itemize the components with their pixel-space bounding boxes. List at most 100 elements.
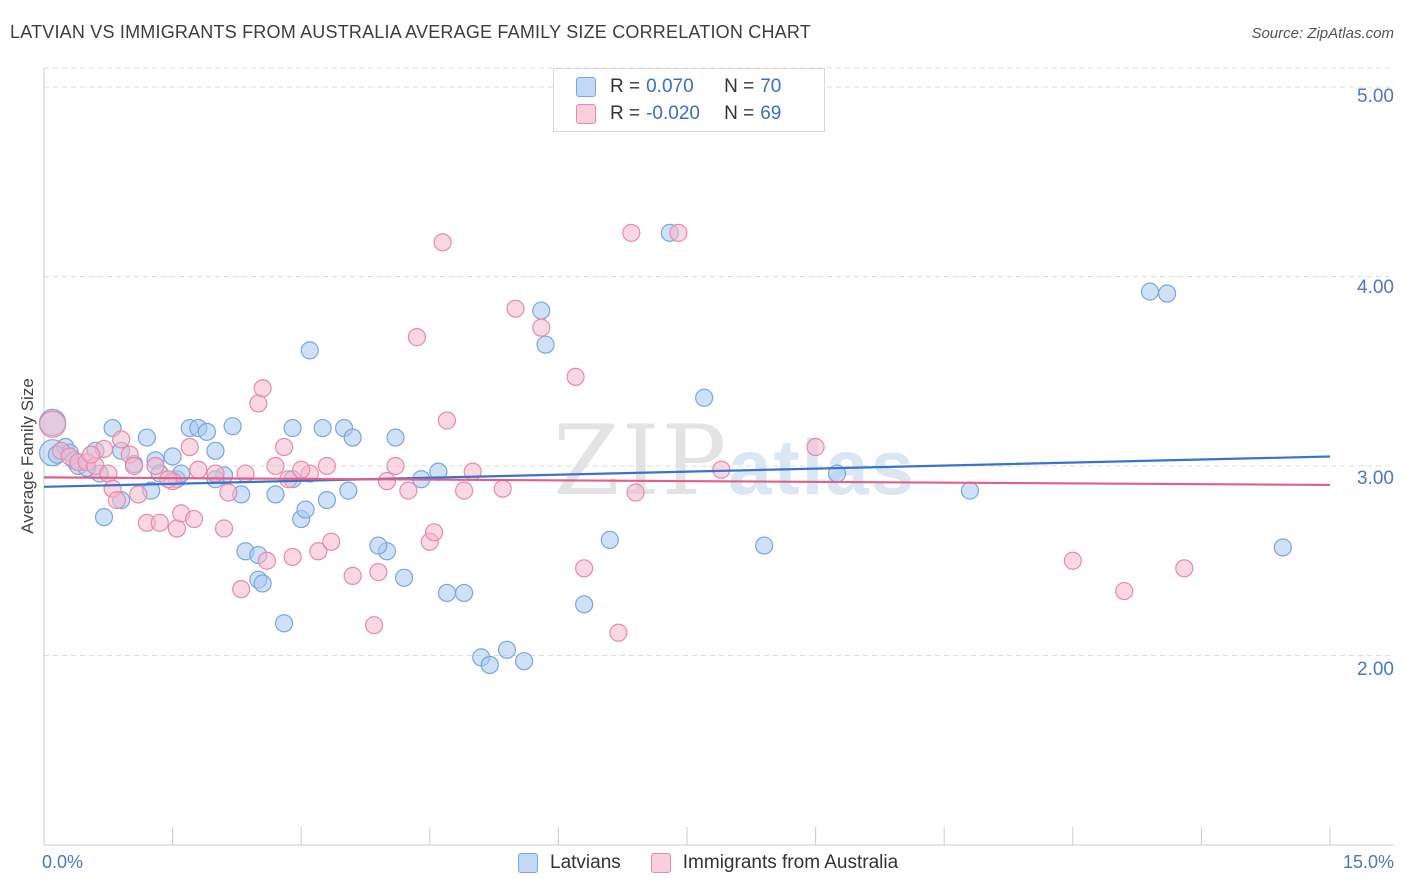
point-australia — [626, 483, 645, 502]
point-latvians — [223, 417, 242, 436]
point-australia — [99, 464, 118, 483]
point-australia — [112, 430, 131, 449]
point-latvians — [296, 500, 315, 519]
point-latvians — [94, 508, 114, 527]
x-tick-label-max: 15.0% — [1342, 852, 1394, 872]
point-latvians — [536, 335, 555, 354]
point-latvians — [1158, 284, 1177, 303]
bottom-legend-swatch-latvians — [518, 853, 538, 873]
point-australia — [249, 394, 268, 413]
bottom-legend-label-latvians: Latvians — [550, 852, 621, 873]
trendline-australia — [43, 476, 1331, 487]
point-australia — [609, 623, 628, 642]
point-australia — [274, 437, 294, 457]
point-latvians — [480, 655, 499, 675]
point-latvians — [283, 418, 302, 438]
legend-r-label: R = — [610, 76, 641, 97]
legend-r-label: R = — [610, 103, 641, 124]
point-latvians — [960, 481, 980, 500]
point-australia — [257, 551, 277, 570]
trendline-latvians — [43, 455, 1331, 488]
bottom-legend-australia: Immigrants from Australia — [650, 852, 898, 874]
point-australia — [232, 580, 251, 599]
point-australia — [343, 566, 362, 585]
point-australia — [317, 456, 337, 476]
point-australia — [1115, 581, 1134, 601]
point-latvians — [339, 481, 358, 500]
point-australia — [369, 563, 388, 582]
point-australia — [566, 367, 585, 387]
point-australia — [437, 411, 457, 430]
point-latvians — [197, 422, 216, 441]
point-latvians — [386, 428, 405, 447]
point-latvians — [163, 447, 182, 466]
point-australia — [454, 481, 474, 500]
point-latvians — [266, 485, 285, 504]
point-australia — [364, 616, 384, 635]
legend-n-label: N = — [724, 103, 755, 124]
legend-swatch-australia — [576, 104, 596, 124]
y-tick-label-5: 5.00 — [1357, 86, 1394, 107]
point-latvians — [343, 428, 362, 447]
point-latvians — [317, 490, 337, 510]
point-australia — [424, 523, 444, 542]
source-label: Source: ZipAtlas.com — [1251, 25, 1394, 42]
point-latvians — [206, 441, 225, 460]
point-latvians — [274, 614, 294, 633]
point-australia — [219, 483, 238, 502]
point-australia — [189, 460, 208, 479]
point-australia — [206, 464, 225, 483]
point-australia — [506, 299, 525, 318]
point-latvians — [137, 428, 156, 447]
point-latvians — [575, 595, 594, 614]
legend-r-value: -0.020 — [646, 103, 700, 124]
point-australia — [377, 472, 397, 491]
point-latvians — [369, 536, 388, 555]
point-latvians — [1273, 538, 1292, 557]
point-australia — [292, 460, 311, 479]
chart-title: LATVIAN VS IMMIGRANTS FROM AUSTRALIA AVE… — [10, 22, 811, 42]
point-latvians — [1140, 282, 1160, 301]
point-australia — [399, 481, 418, 500]
x-tick-label-min: 0.0% — [42, 852, 84, 872]
point-australia — [386, 456, 405, 476]
point-latvians — [695, 388, 714, 407]
y-tick-label-3: 3.00 — [1357, 468, 1394, 489]
y-axis-label: Average Family Size — [18, 378, 37, 534]
point-australia — [532, 318, 551, 337]
point-latvians — [497, 640, 517, 659]
point-australia — [150, 513, 169, 532]
point-australia — [283, 547, 302, 567]
point-latvians — [600, 530, 619, 549]
point-latvians — [532, 301, 551, 320]
point-australia — [1063, 551, 1082, 570]
point-australia — [124, 456, 144, 476]
point-australia — [575, 559, 594, 578]
point-australia — [622, 223, 641, 242]
point-australia — [493, 479, 512, 498]
point-australia — [407, 328, 427, 347]
point-australia — [806, 437, 825, 457]
bottom-legend-latvians: Latvians — [518, 852, 621, 874]
legend-row-australia: R = -0.020 N = 69 — [576, 101, 781, 127]
point-latvians — [515, 652, 534, 671]
point-australia — [167, 519, 186, 538]
point-latvians — [300, 341, 319, 360]
point-australia — [184, 509, 204, 529]
y-tick-label-4: 4.00 — [1357, 277, 1394, 298]
y-tick-label-2: 2.00 — [1357, 659, 1394, 680]
legend-n-label: N = — [724, 76, 755, 97]
legend-swatch-latvians — [576, 77, 596, 97]
point-australia — [253, 379, 272, 398]
point-australia — [82, 445, 101, 464]
point-australia — [1175, 559, 1194, 578]
legend: R = 0.070 N = 70 R = -0.020 N = 69 — [553, 68, 825, 132]
point-latvians — [755, 536, 774, 555]
point-australia — [129, 485, 148, 504]
point-australia — [309, 542, 328, 561]
legend-r-value: 0.070 — [646, 76, 694, 97]
legend-row-latvians: R = 0.070 N = 70 — [576, 74, 781, 100]
point-australia — [322, 532, 341, 551]
point-australia — [433, 233, 452, 252]
